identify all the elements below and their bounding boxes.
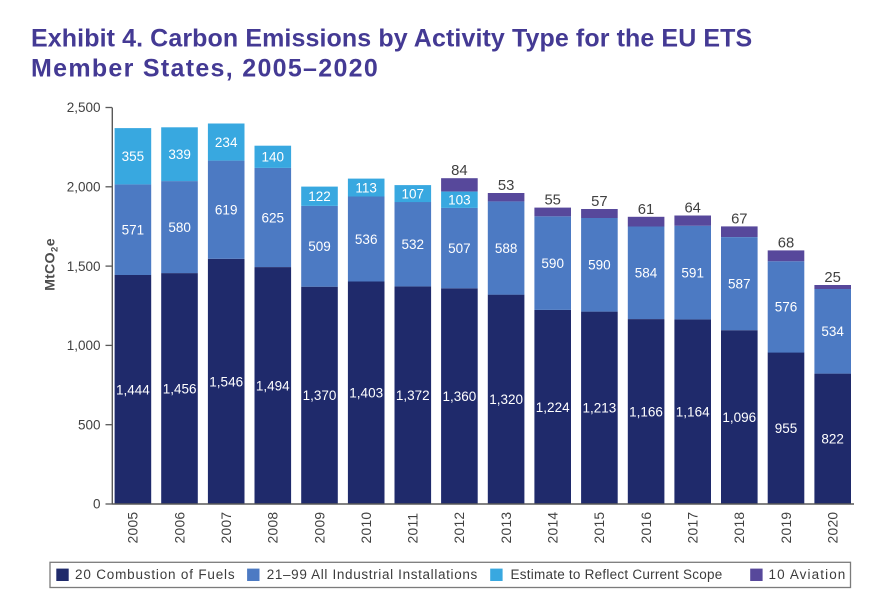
svg-text:20 Combustion of Fuels: 20 Combustion of Fuels [75, 567, 235, 582]
svg-text:536: 536 [355, 232, 378, 247]
svg-text:625: 625 [262, 210, 285, 225]
svg-text:2005: 2005 [126, 512, 141, 544]
svg-text:122: 122 [308, 189, 331, 204]
svg-text:0: 0 [93, 497, 101, 512]
svg-text:1,370: 1,370 [303, 388, 337, 403]
svg-text:822: 822 [821, 432, 844, 447]
svg-text:2011: 2011 [406, 513, 421, 544]
svg-text:576: 576 [775, 300, 798, 315]
svg-text:234: 234 [215, 135, 238, 150]
svg-text:2,500: 2,500 [67, 100, 101, 115]
svg-text:1,164: 1,164 [676, 405, 710, 420]
svg-text:532: 532 [402, 237, 425, 252]
svg-text:2006: 2006 [172, 512, 187, 544]
svg-text:1,360: 1,360 [443, 389, 477, 404]
svg-text:107: 107 [402, 186, 425, 201]
svg-text:67: 67 [731, 211, 747, 227]
svg-text:2013: 2013 [499, 512, 514, 544]
svg-text:1,213: 1,213 [583, 401, 617, 416]
svg-text:2020: 2020 [825, 512, 840, 544]
svg-text:587: 587 [728, 277, 751, 292]
svg-text:1,456: 1,456 [163, 381, 197, 396]
svg-text:584: 584 [635, 266, 658, 281]
svg-text:103: 103 [448, 193, 471, 208]
svg-text:500: 500 [78, 417, 101, 432]
svg-text:2014: 2014 [546, 512, 561, 544]
svg-text:1,546: 1,546 [209, 374, 243, 389]
svg-text:355: 355 [122, 149, 145, 164]
svg-text:25: 25 [824, 270, 840, 286]
svg-text:1,372: 1,372 [396, 388, 430, 403]
svg-text:1,096: 1,096 [722, 410, 756, 425]
svg-text:580: 580 [168, 220, 191, 235]
svg-text:2007: 2007 [219, 512, 234, 544]
svg-text:619: 619 [215, 203, 238, 218]
svg-text:55: 55 [544, 193, 560, 209]
svg-text:140: 140 [262, 150, 285, 165]
svg-text:84: 84 [451, 163, 467, 179]
svg-text:2009: 2009 [312, 512, 327, 544]
svg-text:113: 113 [355, 180, 377, 195]
svg-text:1,403: 1,403 [349, 386, 383, 401]
svg-text:2017: 2017 [686, 512, 701, 544]
svg-text:1,500: 1,500 [67, 259, 101, 274]
svg-text:2015: 2015 [592, 512, 607, 544]
svg-text:2,000: 2,000 [67, 180, 101, 195]
svg-text:2019: 2019 [779, 512, 794, 544]
svg-text:61: 61 [638, 202, 654, 218]
svg-text:2008: 2008 [266, 512, 281, 544]
svg-text:10 Aviation: 10 Aviation [769, 567, 847, 582]
svg-text:509: 509 [308, 239, 331, 254]
svg-text:2012: 2012 [452, 512, 467, 544]
svg-text:591: 591 [681, 265, 704, 280]
svg-text:57: 57 [591, 194, 607, 210]
svg-text:2018: 2018 [732, 512, 747, 544]
svg-text:1,224: 1,224 [536, 400, 570, 415]
svg-text:1,494: 1,494 [256, 378, 290, 393]
svg-text:MtCO2e: MtCO2e [43, 238, 61, 291]
svg-text:1,444: 1,444 [116, 382, 150, 397]
svg-text:534: 534 [821, 324, 844, 339]
svg-text:68: 68 [778, 235, 794, 251]
svg-text:2010: 2010 [359, 512, 374, 544]
svg-text:955: 955 [775, 421, 798, 436]
svg-text:588: 588 [495, 241, 518, 256]
svg-text:Estimate to Reflect Current Sc: Estimate to Reflect Current Scope [511, 567, 723, 582]
svg-text:1,166: 1,166 [629, 404, 663, 419]
svg-text:1,320: 1,320 [489, 392, 523, 407]
svg-text:53: 53 [498, 178, 514, 194]
svg-text:Member States, 2005–2020: Member States, 2005–2020 [31, 55, 379, 83]
svg-text:339: 339 [168, 147, 191, 162]
svg-text:590: 590 [541, 256, 564, 271]
svg-text:507: 507 [448, 241, 471, 256]
svg-text:571: 571 [122, 223, 145, 238]
svg-text:590: 590 [588, 258, 611, 273]
svg-text:21–99 All Industrial Installat: 21–99 All Industrial Installations [267, 567, 478, 582]
svg-text:2016: 2016 [639, 512, 654, 544]
svg-text:64: 64 [684, 201, 700, 217]
svg-text:Exhibit 4. Carbon Emissions by: Exhibit 4. Carbon Emissions by Activity … [31, 25, 752, 53]
svg-text:1,000: 1,000 [67, 338, 101, 353]
